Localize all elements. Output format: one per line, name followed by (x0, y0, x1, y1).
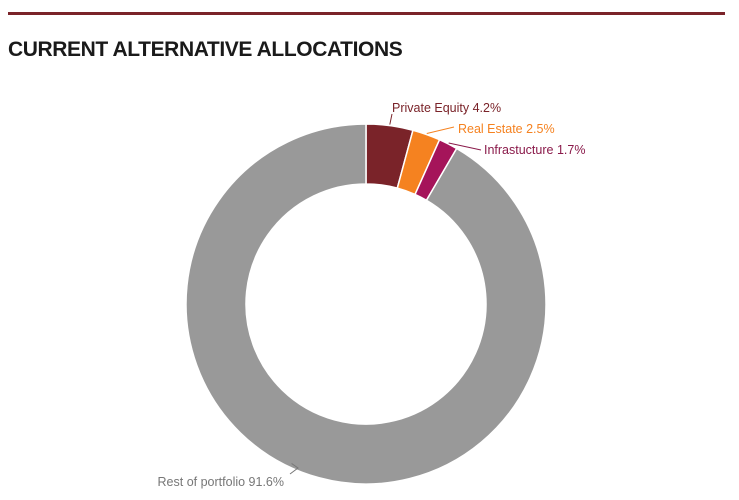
donut-slices (185, 123, 547, 485)
leader-line-real-estate (426, 126, 455, 134)
label-real-estate: Real Estate 2.5% (458, 122, 555, 136)
leader-line-infrastucture (448, 142, 482, 151)
label-rest-of-portfolio: Rest of portfolio 91.6% (158, 475, 284, 489)
chart-title: CURRENT ALTERNATIVE ALLOCATIONS (8, 38, 403, 61)
slice-labels: Private Equity 4.2% Real Estate 2.5% Infra… (158, 101, 586, 489)
leader-line-private-equity (389, 113, 393, 125)
top-rule (8, 12, 725, 15)
slice-rest-of-portfolio (185, 123, 547, 485)
leader-line-rest-of-portfolio (289, 463, 299, 475)
label-private-equity: Private Equity 4.2% (392, 101, 501, 115)
label-infrastucture: Infrastucture 1.7% (484, 143, 585, 157)
